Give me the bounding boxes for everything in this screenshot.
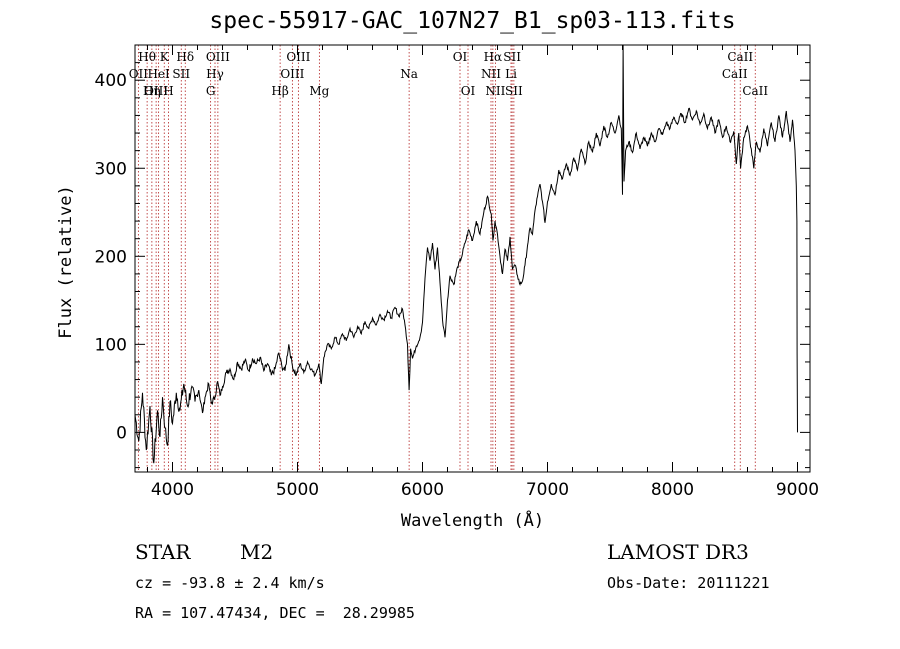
x-tick-label: 5000 bbox=[276, 480, 319, 500]
x-tick-label: 8000 bbox=[651, 480, 694, 500]
object-class: STAR bbox=[135, 540, 191, 564]
spectral-line-label: G bbox=[206, 84, 216, 98]
x-tick-label: 7000 bbox=[526, 480, 569, 500]
spectral-line-label: OIII bbox=[206, 50, 230, 64]
spectral-line-label: OIII bbox=[280, 67, 304, 81]
spectral-line-label: CaII bbox=[727, 50, 753, 64]
spectrum-series bbox=[134, 44, 798, 464]
spectral-line-label: K bbox=[160, 50, 170, 64]
plot-frame bbox=[134, 44, 811, 473]
object-subclass: M2 bbox=[240, 540, 274, 564]
x-tick-label: 9000 bbox=[776, 480, 819, 500]
spectral-line-label: Hη bbox=[143, 84, 161, 98]
spectral-line-label: OII bbox=[129, 67, 149, 81]
spectral-line-label: Hγ bbox=[206, 67, 224, 81]
y-tick-label: 100 bbox=[95, 335, 127, 355]
spectral-line-label: Mg bbox=[309, 84, 329, 98]
spectral-line-label: Li bbox=[505, 67, 517, 81]
observation-date: Obs-Date: 20111221 bbox=[607, 574, 770, 592]
spectral-line-label: SII bbox=[172, 67, 190, 81]
spectrum-line bbox=[134, 44, 798, 464]
spectral-line-label: NII bbox=[481, 67, 501, 81]
spectral-line-label: HeI bbox=[147, 67, 170, 81]
spectral-line-label: Hδ bbox=[176, 50, 194, 64]
spectral-line-label: OIII bbox=[286, 50, 310, 64]
chart-title: spec-55917-GAC_107N27_B1_sp03-113.fits bbox=[209, 8, 736, 34]
x-tick-label: 6000 bbox=[401, 480, 444, 500]
spectral-line-label: Hβ bbox=[271, 84, 288, 98]
spectral-line-label: SII bbox=[505, 84, 523, 98]
spectral-line-label: Hα bbox=[484, 50, 503, 64]
spectral-line-label: SII bbox=[503, 50, 521, 64]
plot-axes: 4000 5000 6000 7000 8000 9000 0 100 200 300 400 bbox=[95, 44, 819, 500]
spectral-line-label: CaII bbox=[722, 67, 748, 81]
x-axis-label: Wavelength (Å) bbox=[400, 511, 545, 531]
spectral-line-label: OI bbox=[453, 50, 468, 64]
x-tick-label: 4000 bbox=[151, 480, 194, 500]
y-tick-label: 300 bbox=[95, 159, 127, 179]
spectral-line-label: OIII bbox=[144, 84, 168, 98]
spectral-line-label: H bbox=[163, 84, 173, 98]
y-tick-label: 200 bbox=[95, 247, 127, 267]
spectral-line-label: OI bbox=[461, 84, 476, 98]
y-tick-label: 0 bbox=[116, 423, 127, 443]
spectral-line-markers bbox=[137, 45, 756, 472]
spectral-line-label: CaII bbox=[742, 84, 768, 98]
y-tick-label: 400 bbox=[95, 71, 127, 91]
spectral-line-label: Hθ bbox=[138, 50, 156, 64]
survey-name: LAMOST DR3 bbox=[607, 540, 749, 564]
y-axis-label: Flux (relative) bbox=[56, 185, 76, 339]
spectral-line-label: NII bbox=[485, 84, 505, 98]
sky-coordinates: RA = 107.47434, DEC = 28.29985 bbox=[135, 604, 415, 622]
redshift-velocity: cz = -93.8 ± 2.4 km/s bbox=[135, 574, 325, 592]
spectral-line-label: Na bbox=[400, 67, 418, 81]
